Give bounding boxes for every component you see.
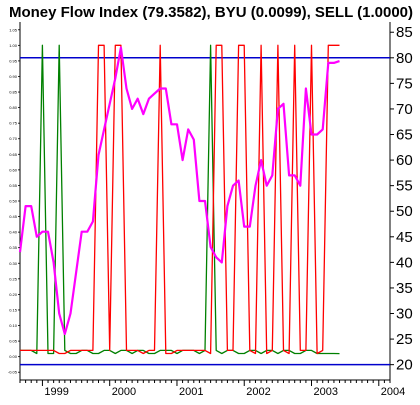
- left-tick-label: 0.45: [9, 214, 18, 219]
- left-tick-label: 0.95: [9, 58, 18, 63]
- left-tick-label: 0.75: [9, 121, 18, 126]
- left-tick-label: 0.90: [9, 74, 18, 79]
- left-tick-label: -0.05: [8, 370, 18, 375]
- series-layer: [18, 44, 340, 355]
- left-tick-label: 0.10: [9, 323, 18, 328]
- x-tick-label: 1999: [44, 386, 68, 398]
- left-tick-label: 0.15: [9, 307, 18, 312]
- right-tick-label: 70: [396, 101, 413, 118]
- right-tick-label: 60: [396, 152, 413, 169]
- left-tick-label: 0.20: [9, 292, 18, 297]
- right-tick-label: 75: [396, 75, 413, 92]
- right-tick-label: 55: [396, 178, 413, 195]
- left-tick-label: 1.00: [9, 43, 18, 48]
- left-tick-label: 0.80: [9, 105, 18, 110]
- right-tick-label: 20: [396, 357, 413, 374]
- x-axis: 9819992000200120022003200420: [19, 380, 405, 398]
- left-y-axis: 1.05 1.00 0.95 0.90 0.85 0.80 0.75 0.70 0.65 0.60…: [8, 27, 20, 375]
- right-tick-label: 80: [396, 50, 413, 67]
- left-tick-label: 0.40: [9, 230, 18, 235]
- right-y-axis: 85 80 75 70 65 60 55 50 45 40 35 30 25 20: [390, 24, 413, 374]
- x-tick-label: 2002: [246, 386, 270, 398]
- right-tick-label: 65: [396, 127, 413, 144]
- chart-title: Money Flow Index (79.3582), BYU (0.0099)…: [9, 4, 413, 21]
- left-tick-label: 0.00: [9, 354, 18, 359]
- x-tick-label: 2003: [314, 386, 338, 398]
- right-tick-label: 85: [396, 24, 413, 41]
- series-line-byu: [20, 44, 340, 355]
- x-tick-label: 2004: [381, 386, 405, 398]
- series-line-money-flow-index: [18, 46, 340, 336]
- left-tick-label: 0.85: [9, 90, 18, 95]
- left-tick-label: 0.50: [9, 199, 18, 204]
- right-tick-label: 35: [396, 280, 413, 297]
- left-tick-label: 0.60: [9, 167, 18, 172]
- right-tick-label: 25: [396, 331, 413, 348]
- right-tick-label: 45: [396, 229, 413, 246]
- right-tick-label: 50: [396, 203, 413, 220]
- left-tick-label: 1.05: [9, 27, 18, 32]
- x-tick-label: 2001: [179, 386, 203, 398]
- left-tick-label: 0.70: [9, 136, 18, 141]
- x-tick-label: 2000: [112, 386, 136, 398]
- left-tick-label: 0.65: [9, 152, 18, 157]
- right-tick-label: 40: [396, 254, 413, 271]
- left-tick-label: 0.25: [9, 276, 18, 281]
- right-tick-label: 30: [396, 306, 413, 323]
- left-tick-label: 0.05: [9, 339, 18, 344]
- left-tick-label: 0.35: [9, 245, 18, 250]
- series-line-sell: [20, 44, 340, 355]
- left-tick-label: 0.55: [9, 183, 18, 188]
- left-tick-label: 0.30: [9, 261, 18, 266]
